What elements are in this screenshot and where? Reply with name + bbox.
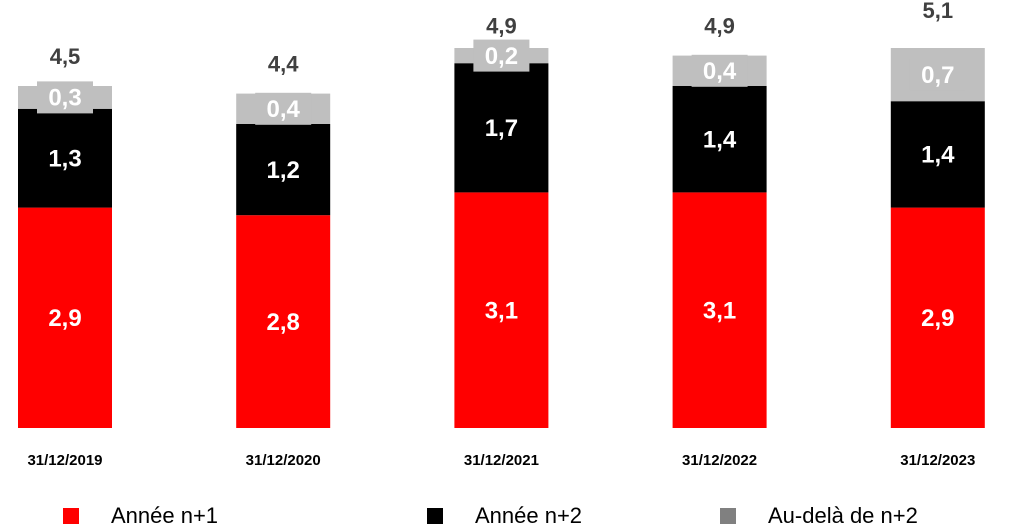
value-label: 1,4 — [921, 142, 955, 169]
x-tick-label: 31/12/2021 — [464, 452, 539, 469]
value-label: 0,3 — [48, 85, 81, 112]
value-label: 0,7 — [921, 62, 954, 89]
label-background — [255, 92, 312, 125]
value-label: 2,9 — [921, 305, 954, 332]
value-label: 1,2 — [267, 157, 300, 184]
total-label: 4,4 — [268, 51, 299, 76]
value-label: 0,4 — [703, 58, 737, 85]
legend-label: Année n+1 — [111, 503, 218, 528]
bar-segment — [672, 86, 767, 193]
legend-swatch — [63, 508, 79, 524]
label-background — [37, 81, 93, 114]
label-background — [909, 58, 966, 91]
x-tick-label: 31/12/2019 — [27, 452, 102, 469]
total-label: 4,9 — [486, 13, 517, 38]
legend-label: Année n+2 — [475, 503, 582, 528]
total-label: 5,1 — [923, 0, 954, 23]
value-label: 1,7 — [485, 115, 518, 142]
bar-segment — [454, 63, 549, 193]
legend-swatch — [427, 508, 443, 524]
value-label: 2,9 — [48, 305, 81, 332]
label-background — [473, 39, 530, 72]
bar-segment — [18, 108, 112, 208]
value-label: 0,2 — [485, 43, 518, 70]
total-label: 4,5 — [50, 44, 81, 69]
value-label: 3,1 — [485, 298, 518, 325]
bar-segment — [236, 124, 331, 216]
bar-segment — [672, 192, 767, 428]
value-label: 1,4 — [703, 127, 737, 154]
legend-swatch — [720, 508, 736, 524]
value-label: 1,3 — [48, 146, 81, 173]
legend-label: Au-delà de n+2 — [768, 503, 918, 528]
bar-segment — [890, 101, 985, 208]
bar-segment — [236, 215, 331, 428]
value-label: 0,4 — [267, 96, 301, 123]
value-label: 2,8 — [267, 309, 300, 336]
total-label: 4,9 — [704, 13, 735, 38]
bar-segment — [890, 207, 985, 428]
value-label: 3,1 — [703, 298, 736, 325]
x-tick-label: 31/12/2023 — [900, 452, 975, 469]
label-background — [691, 54, 748, 87]
bar-segment — [454, 192, 549, 428]
x-tick-label: 31/12/2022 — [682, 452, 757, 469]
x-tick-label: 31/12/2020 — [246, 452, 321, 469]
bar-segment — [18, 207, 112, 428]
